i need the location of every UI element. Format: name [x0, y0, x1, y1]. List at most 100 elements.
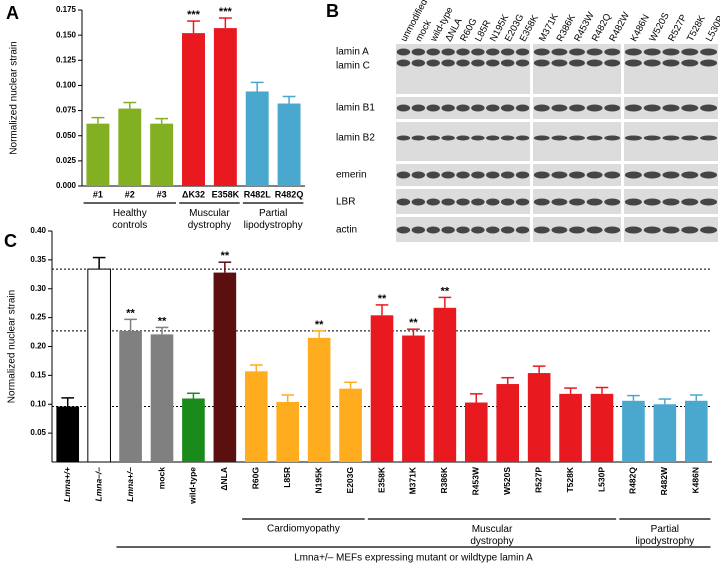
bar — [245, 91, 269, 186]
significance: ** — [441, 285, 450, 297]
blot-band — [569, 104, 585, 112]
blot-band — [662, 48, 680, 56]
blot-band — [426, 135, 440, 141]
y-axis-label: Normalized nuclear strain — [9, 41, 20, 154]
bar — [653, 404, 677, 462]
panel-label: A — [6, 3, 19, 23]
row-label: emerin — [336, 170, 367, 181]
blot-band — [569, 135, 585, 141]
blot-band — [396, 198, 411, 206]
x-tick-label: W520S — [502, 467, 512, 495]
group-label: Muscular dystrophy — [470, 524, 513, 547]
row-label: actin — [336, 225, 357, 236]
blot-band — [515, 135, 530, 141]
x-tick-label: #3 — [157, 189, 167, 199]
bar — [622, 400, 645, 462]
blot-band — [486, 171, 500, 179]
blot-band — [456, 135, 470, 141]
row-label: lamin B2 — [336, 133, 375, 144]
blot-band — [604, 135, 621, 141]
bar — [277, 103, 301, 186]
blot-band — [515, 198, 530, 206]
blot-band — [500, 198, 515, 206]
blot-band — [426, 171, 440, 179]
blot-band — [456, 59, 470, 67]
x-tick-label: N195K — [313, 466, 323, 493]
blot-band — [569, 198, 585, 206]
blot-strip — [396, 122, 530, 161]
blot-band — [426, 48, 440, 56]
bar — [182, 398, 205, 462]
blot-band — [396, 48, 411, 56]
bar — [150, 334, 174, 462]
blot-band — [624, 135, 642, 141]
blot-band — [500, 59, 515, 67]
blot-band — [533, 226, 550, 234]
blot-band — [411, 226, 426, 234]
blot-band — [700, 135, 718, 141]
x-tick-label: mock — [156, 467, 166, 489]
blot-band — [551, 48, 568, 56]
blot-band — [681, 59, 699, 67]
blot-band — [586, 135, 603, 141]
blot-band — [411, 198, 426, 206]
blot-band — [662, 104, 680, 112]
blot-band — [662, 171, 680, 179]
y-tick-label: 0.25 — [30, 313, 46, 322]
blot-band — [441, 135, 455, 141]
blot-band — [662, 59, 680, 67]
row-label: lamin C — [336, 61, 370, 72]
blot-band — [662, 226, 680, 234]
blot-band — [643, 171, 661, 179]
blot-band — [551, 135, 568, 141]
blot-band — [471, 104, 485, 112]
x-tick-label: wild-type — [188, 467, 198, 505]
bar — [559, 393, 582, 462]
blot-band — [441, 48, 455, 56]
bar — [307, 337, 331, 462]
blot-band — [441, 226, 455, 234]
blot-band — [396, 135, 411, 141]
blot-band — [515, 48, 530, 56]
blot-band — [486, 226, 500, 234]
blot-band — [551, 171, 568, 179]
blot-band — [500, 171, 515, 179]
x-tick-label: R453W — [471, 466, 481, 495]
blot-band — [486, 48, 500, 56]
blot-band — [396, 104, 411, 112]
bar — [87, 268, 111, 463]
bar — [370, 315, 394, 462]
blot-band — [586, 226, 603, 234]
blot-band — [426, 104, 440, 112]
bar — [276, 401, 300, 462]
blot-band — [586, 59, 603, 67]
blot-band — [515, 226, 530, 234]
blot-band — [604, 198, 621, 206]
y-tick-label: 0.150 — [56, 30, 77, 39]
blot-band — [700, 104, 718, 112]
blot-band — [624, 104, 642, 112]
blot-band — [533, 171, 550, 179]
blot-band — [624, 59, 642, 67]
y-tick-label: 0.05 — [30, 428, 46, 437]
blot-band — [456, 104, 470, 112]
blot-band — [500, 135, 515, 141]
blot-band — [700, 59, 718, 67]
blot-band — [456, 226, 470, 234]
blot-band — [426, 198, 440, 206]
blot-band — [551, 198, 568, 206]
blot-band — [533, 48, 550, 56]
blot-band — [569, 48, 585, 56]
blot-band — [643, 48, 661, 56]
blot-strip — [533, 122, 621, 161]
x-tick-label: #1 — [93, 189, 103, 199]
blot-band — [411, 104, 426, 112]
group-label: Healthy controls — [112, 208, 147, 231]
significance: ** — [221, 250, 230, 262]
blot-band — [533, 59, 550, 67]
y-tick-label: 0.15 — [30, 370, 46, 379]
blot-band — [643, 135, 661, 141]
blot-band — [500, 48, 515, 56]
y-tick-label: 0.30 — [30, 284, 46, 293]
bar — [496, 384, 520, 462]
